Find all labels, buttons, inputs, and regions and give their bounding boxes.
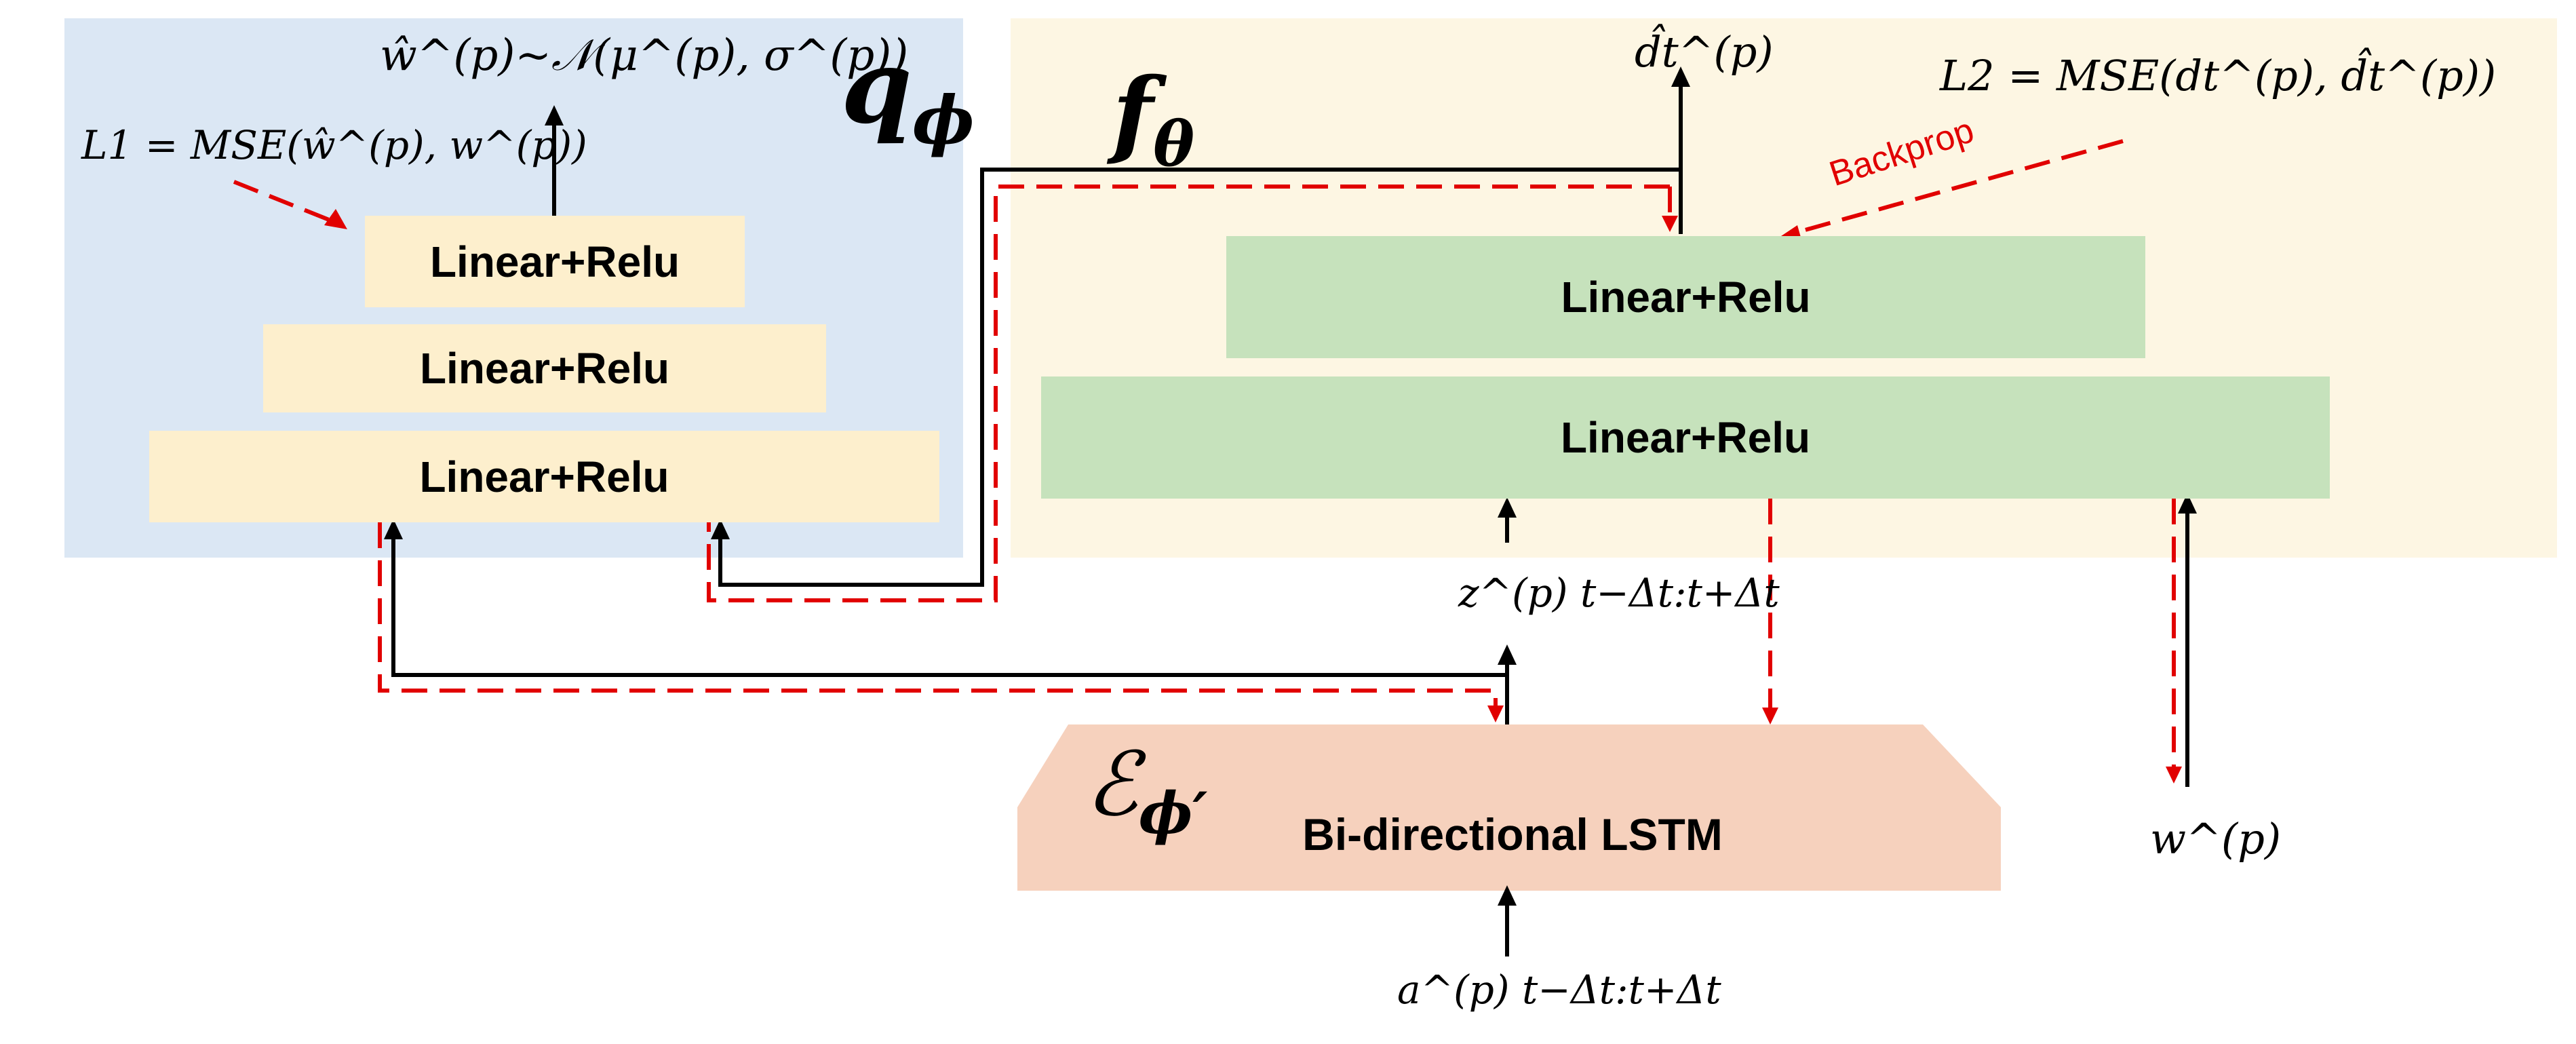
q-layer-bottom-label: Linear+Relu: [419, 452, 669, 501]
l1-loss-label: L1 = MSE(ŵ^(p), w^(p)): [81, 122, 587, 168]
q-layer-middle-label: Linear+Relu: [419, 344, 670, 393]
backprop-arrows: [233, 139, 2176, 773]
forward-arrowheads: [384, 66, 2197, 906]
l2-loss-label: L2 = MSE(dt^(p), d̂t^(p)): [1940, 51, 2497, 100]
f-layer-bottom-label: Linear+Relu: [1560, 413, 1811, 462]
q-output-label: ŵ^(p)~𝒩(μ^(p), σ^(p)): [380, 31, 909, 81]
weight-label: w^(p): [2150, 814, 2282, 864]
lstm-label-text: Bi-directional LSTM: [1302, 809, 1723, 859]
f-theta-symbol: fθ: [1112, 58, 1194, 180]
q-layer-bottom: Linear+Relu: [149, 431, 939, 522]
lstm-label: Bi-directional LSTM: [1262, 800, 1763, 868]
encoder-symbol: ℰϕ′: [1085, 733, 1208, 847]
f-output-label: d̂t^(p): [1635, 27, 1774, 77]
q-layer-middle: Linear+Relu: [263, 324, 826, 412]
q-layer-top: Linear+Relu: [365, 216, 745, 307]
latent-label: z^(p) t−Δt:t+Δt: [1458, 570, 1780, 616]
f-layer-top-label: Linear+Relu: [1561, 273, 1811, 322]
forward-arrows: [391, 80, 2189, 956]
f-layer-top: Linear+Relu: [1226, 236, 2145, 358]
f-layer-bottom: Linear+Relu: [1041, 376, 2330, 499]
q-phi-symbol: qϕ: [841, 27, 975, 159]
input-label: a^(p) t−Δt:t+Δt: [1397, 967, 1721, 1013]
lstm-block-shape: [1017, 724, 2001, 891]
q-layer-top-label: Linear+Relu: [429, 237, 680, 286]
